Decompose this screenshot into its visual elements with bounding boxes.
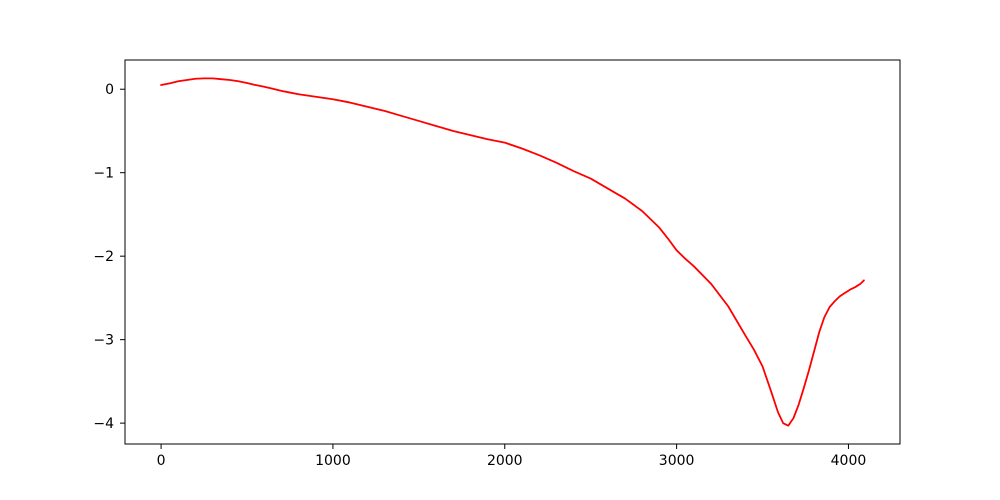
y-axis-tick-label: −4 bbox=[93, 416, 114, 432]
y-axis-tick-label: −1 bbox=[93, 166, 114, 182]
y-axis-tick-label: 0 bbox=[105, 82, 114, 98]
x-axis-tick-label: 1000 bbox=[315, 453, 351, 469]
x-axis-tick-label: 0 bbox=[157, 453, 166, 469]
x-axis-tick-label: 3000 bbox=[659, 453, 695, 469]
x-axis-tick-label: 2000 bbox=[487, 453, 523, 469]
data-line bbox=[160, 77, 865, 427]
x-axis-tick-label: 4000 bbox=[831, 453, 867, 469]
y-axis-tick-label: −2 bbox=[93, 249, 114, 265]
y-axis-tick-label: −3 bbox=[93, 333, 114, 349]
plot-frame bbox=[124, 59, 901, 445]
